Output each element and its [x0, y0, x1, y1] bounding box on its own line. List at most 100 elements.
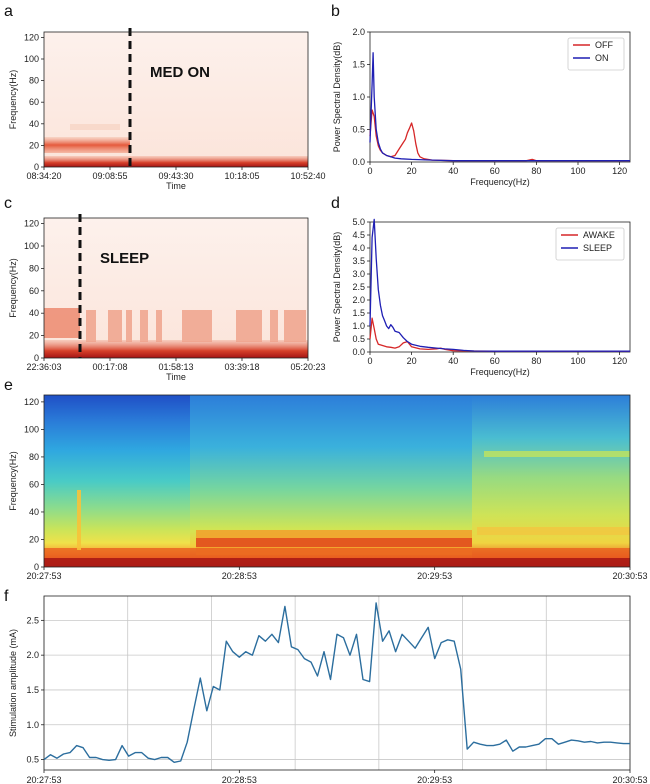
a-ytick-label: 100	[24, 54, 39, 64]
a-ytick-label: 40	[29, 119, 39, 129]
e-xtick-label: 20:27:53	[26, 571, 61, 581]
a-ytick-label: 20	[29, 140, 39, 150]
d-awake-line	[369, 317, 630, 352]
sleep-burst	[182, 310, 212, 342]
c-ytick-label: 120	[24, 219, 39, 229]
a-xtick-label: 10:52:40	[290, 171, 325, 181]
b-on-line	[369, 52, 630, 162]
e-ytick-label: 100	[24, 424, 39, 434]
d-xtick-label: 80	[531, 356, 541, 366]
low-core-e	[44, 558, 630, 567]
b-xtick-label: 80	[531, 166, 541, 176]
d-sleep-line	[369, 218, 630, 352]
e-xtick-label: 20:29:53	[417, 571, 452, 581]
d-ytick-label: 1.5	[352, 308, 365, 318]
f-ytick-label: 2.0	[26, 650, 39, 660]
sleep-burst	[156, 310, 162, 342]
harmonic-band-a	[70, 124, 120, 130]
d-xtick-label: 40	[448, 356, 458, 366]
b-legend	[567, 37, 625, 71]
spectrogram-e-right	[472, 395, 630, 567]
panel-d: d 0.0 0.5 1.0 1.5 2.0 2.5 3.0 3.5 4.0 4.5 5.0 0 20 40…	[331, 195, 631, 377]
a-ytick-label: 80	[29, 76, 39, 86]
c-ytick-label: 60	[29, 286, 39, 296]
f-xtick-label: 20:29:53	[417, 775, 452, 784]
d-ytick-label: 2.0	[352, 295, 365, 305]
sleep-burst	[300, 310, 306, 342]
b-ytick-label: 1.0	[352, 92, 365, 102]
sleep-burst	[270, 310, 278, 342]
a-ylabel: Frequency(Hz)	[8, 70, 18, 130]
a-xtick-label: 09:08:55	[92, 171, 127, 181]
f-series-line	[43, 602, 630, 763]
beta-band-a	[44, 137, 130, 153]
b-xlabel: Frequency(Hz)	[470, 177, 530, 187]
b-off-line	[369, 109, 630, 162]
c-ytick-label: 20	[29, 331, 39, 341]
d-xtick-label: 100	[570, 356, 585, 366]
b-xtick-label: 60	[490, 166, 500, 176]
f-ytick-label: 0.5	[26, 755, 39, 765]
e-ylabel: Frequency(Hz)	[8, 451, 18, 511]
a-xtick-label: 09:43:30	[158, 171, 193, 181]
awake-band-c	[44, 308, 80, 338]
d-ytick-label: 0.5	[352, 334, 365, 344]
f-frame	[43, 595, 631, 771]
e-ytick-label: 40	[29, 507, 39, 517]
d-xlabel: Frequency(Hz)	[470, 367, 530, 377]
panel-f: f 0.5 1.0 1.5 2.0 2.5 20:27:53 20:28:53 20:29:5…	[4, 588, 648, 784]
c-ytick-label: 100	[24, 241, 39, 251]
c-xtick-label: 22:36:03	[26, 362, 61, 372]
f-xtick-label: 20:30:53	[612, 775, 647, 784]
spectrogram-c	[44, 218, 308, 358]
panel-label-d: d	[331, 195, 340, 212]
d-ylabel: Power Spectral Density(dB)	[332, 232, 342, 343]
panel-label-f: f	[4, 588, 9, 605]
panel-c: c SLEEP 0 20 40 60 80 100 120 22:36:03 00:17:08 0…	[4, 195, 326, 382]
panel-label-b: b	[331, 3, 340, 20]
e-ytick-label: 20	[29, 534, 39, 544]
d-xtick-label: 0	[367, 356, 372, 366]
c-xtick-label: 03:39:18	[224, 362, 259, 372]
panel-a: a MED ON 0 20 40 60 80 100 120 08:34:20 09:08:55…	[4, 3, 326, 191]
annotation-sleep: SLEEP	[100, 250, 149, 267]
panel-e: e 0 20 40 60 80 100 120 20:27:53 20:28:53 20:29:5…	[4, 377, 648, 581]
b-xtick-label: 20	[407, 166, 417, 176]
panel-label-e: e	[4, 377, 13, 394]
a-xlabel: Time	[166, 181, 186, 191]
low-band-c	[44, 340, 308, 358]
beta-core-e	[196, 538, 472, 547]
f-xtick-label: 20:28:53	[222, 775, 257, 784]
f-xtick-label: 20:27:53	[26, 775, 61, 784]
e-xtick-label: 20:28:53	[222, 571, 257, 581]
sleep-burst	[140, 310, 148, 342]
e-ytick-label: 0	[34, 562, 39, 572]
c-ytick-label: 80	[29, 263, 39, 273]
annotation-med-on: MED ON	[150, 64, 210, 81]
sleep-burst	[108, 310, 122, 342]
d-legend-label: AWAKE	[583, 230, 615, 240]
b-legend-label: ON	[595, 53, 609, 63]
b-xtick-label: 40	[448, 166, 458, 176]
d-legend	[555, 227, 625, 261]
stim-artifact-band-e	[484, 451, 630, 457]
stim-harmonic-band-e	[477, 527, 630, 535]
c-xtick-label: 05:20:23	[290, 362, 325, 372]
e-ytick-label: 60	[29, 479, 39, 489]
panel-label-c: c	[4, 195, 12, 212]
f-ylabel: Stimulation amplitude (mA)	[8, 629, 18, 737]
panel-b: b 0.0 0.5 1.0 1.5 2.0 0 20 40 60 80 100 120 Frequenc…	[331, 3, 631, 187]
e-ytick-label: 120	[24, 397, 39, 407]
d-ytick-label: 4.0	[352, 243, 365, 253]
b-ytick-label: 2.0	[352, 27, 365, 37]
d-ytick-label: 1.0	[352, 321, 365, 331]
a-ytick-label: 0	[34, 162, 39, 172]
a-xtick-label: 08:34:20	[26, 171, 61, 181]
a-xtick-label: 10:18:05	[224, 171, 259, 181]
b-ylabel: Power Spectral Density(dB)	[332, 42, 342, 153]
e-frame	[43, 394, 631, 568]
sleep-burst	[284, 310, 300, 342]
b-ytick-label: 0.0	[352, 157, 365, 167]
b-ytick-label: 0.5	[352, 125, 365, 135]
